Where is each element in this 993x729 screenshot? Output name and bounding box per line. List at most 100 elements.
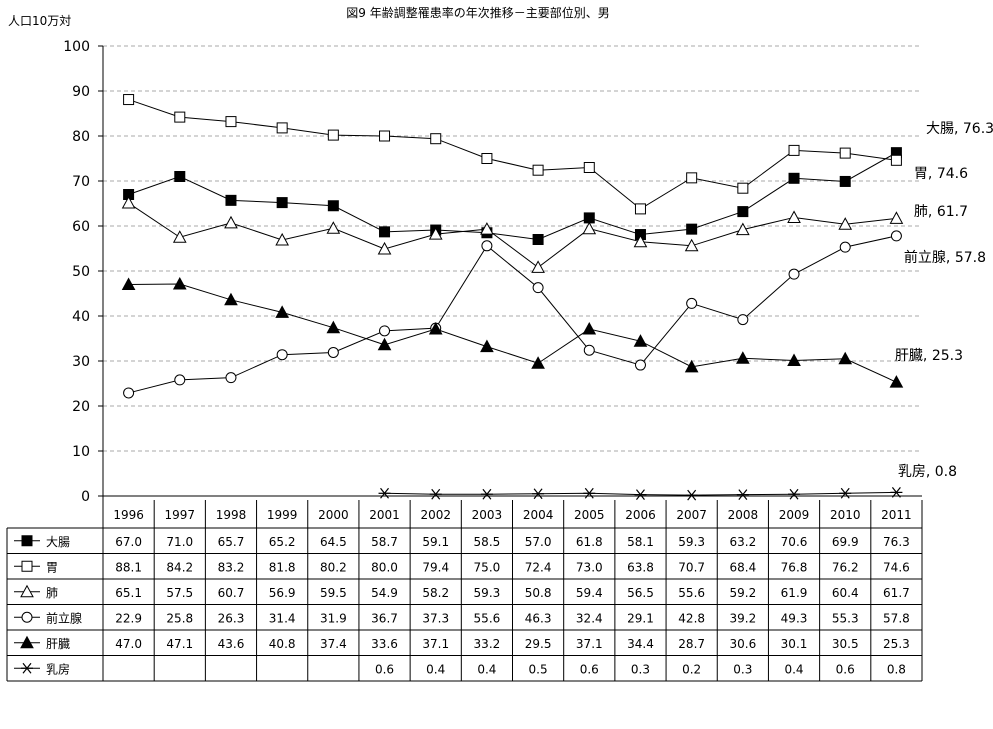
data-point — [582, 322, 597, 335]
data-point — [890, 230, 902, 242]
data-point — [633, 234, 648, 248]
data-point — [224, 292, 238, 306]
data-point — [480, 222, 494, 235]
data-point — [121, 196, 136, 209]
x-category-label: 2000 — [318, 508, 349, 522]
series-肺: 肺, 61.7 — [121, 196, 968, 273]
data-point — [480, 488, 493, 500]
table-cell: 58.2 — [422, 586, 449, 600]
legend-label: 前立腺 — [46, 610, 82, 625]
data-point — [583, 487, 596, 499]
table-cell: 76.3 — [883, 535, 910, 549]
table-cell: 26.3 — [218, 611, 245, 625]
table-row: 胃 88.1 84.2 83.2 81.8 80.2 80.0 79.4 75.0 72.4 73.… — [14, 560, 910, 574]
data-point — [123, 94, 135, 106]
table-cell: 59.2 — [729, 586, 756, 600]
data-point — [379, 226, 391, 238]
data-point — [532, 282, 544, 294]
table-cell: 59.3 — [474, 586, 501, 600]
y-tick-label: 60 — [72, 219, 90, 235]
data-point — [736, 351, 750, 364]
data-point — [788, 268, 800, 280]
table-cell: 74.6 — [883, 560, 910, 574]
x-category-label: 2006 — [625, 508, 656, 522]
table-cell: 39.2 — [729, 611, 756, 625]
x-category-label: 2001 — [369, 508, 400, 522]
y-tick-label: 40 — [72, 309, 90, 325]
data-point — [327, 129, 339, 141]
series-肝臓: 肝臓, 25.3 — [121, 277, 963, 388]
series-lines: 大腸, 76.3 胃, 74.6 肺, 61.7 前立腺, 57.8 肝臓, 25.3 乳… — [121, 94, 993, 501]
asterisk-stroke — [840, 487, 850, 499]
table-cell: 76.2 — [832, 560, 859, 574]
data-point — [20, 584, 34, 598]
x-category-label: 2002 — [420, 508, 451, 522]
table-cell: 0.6 — [580, 662, 599, 676]
data-point — [839, 175, 851, 187]
asterisk-stroke — [482, 488, 492, 500]
data-point — [684, 359, 699, 373]
table-cell: 58.5 — [474, 535, 501, 549]
data-point — [327, 200, 339, 212]
table-cell: 31.4 — [269, 611, 296, 625]
table-cell: 30.1 — [781, 637, 808, 651]
chart-title: 図9 年齢調整罹患率の年次推移－主要部位別、男 — [346, 5, 609, 20]
data-point — [531, 260, 545, 273]
table-cell: 76.8 — [781, 560, 808, 574]
asterisk-stroke — [738, 489, 748, 501]
series-end-label: 前立腺, 57.8 — [904, 249, 986, 266]
table-cell: 47.0 — [115, 637, 142, 651]
table-cell: 47.1 — [166, 637, 193, 651]
data-point — [276, 122, 288, 134]
table-cell: 0.2 — [682, 662, 701, 676]
data-point — [788, 488, 801, 500]
asterisk-stroke — [584, 487, 594, 499]
data-point — [889, 211, 904, 224]
table-cell: 72.4 — [525, 560, 552, 574]
table-cell: 83.2 — [218, 560, 245, 574]
y-tick-label: 30 — [72, 354, 90, 370]
data-point — [172, 230, 187, 243]
data-point — [788, 172, 800, 184]
data-point — [20, 635, 34, 649]
table-cell: 61.8 — [576, 535, 603, 549]
data-point — [21, 662, 33, 674]
table-cell: 59.4 — [576, 586, 603, 600]
y-axis-label: 人口10万対 — [8, 14, 71, 28]
data-point — [633, 334, 648, 347]
table-cell: 29.1 — [627, 611, 654, 625]
table-cell: 75.0 — [474, 560, 501, 574]
x-category-label: 1996 — [113, 508, 144, 522]
data-point — [377, 241, 392, 255]
data-point — [532, 164, 544, 176]
data-point — [686, 172, 698, 184]
table-cell: 56.5 — [627, 586, 654, 600]
table-cell: 46.3 — [525, 611, 552, 625]
series-line — [128, 152, 897, 241]
data-point — [174, 171, 186, 182]
data-point — [634, 359, 646, 371]
y-tick-label: 10 — [72, 444, 90, 460]
table-cell: 37.1 — [422, 637, 449, 651]
table-cell: 80.0 — [371, 560, 398, 574]
table-cell: 43.6 — [218, 637, 245, 651]
data-point — [429, 488, 442, 500]
legend-label: 肺 — [46, 586, 58, 600]
data-point — [583, 212, 595, 224]
y-tick-label: 70 — [72, 174, 90, 190]
series-end-label: 大腸, 76.3 — [926, 121, 993, 137]
table-cell: 56.9 — [269, 586, 296, 600]
table-cell: 34.4 — [627, 637, 654, 651]
x-category-label: 2008 — [728, 508, 759, 522]
legend-label: 大腸 — [46, 535, 70, 549]
data-point — [686, 297, 698, 309]
data-point — [788, 144, 800, 156]
table-cell: 37.3 — [422, 611, 449, 625]
table-cell: 57.5 — [166, 586, 193, 600]
table-cell: 88.1 — [115, 560, 142, 574]
data-point — [174, 111, 186, 123]
table-cell: 68.4 — [729, 560, 756, 574]
table-cell: 59.5 — [320, 586, 347, 600]
series-line — [128, 235, 897, 394]
